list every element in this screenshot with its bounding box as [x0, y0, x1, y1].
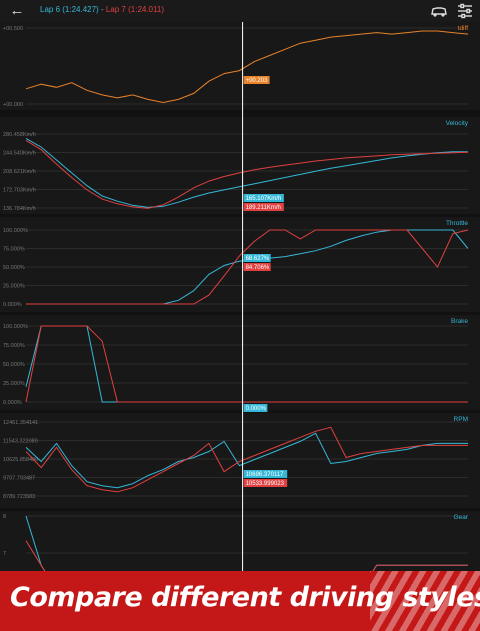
rpm-chart-title: RPM [454, 416, 468, 423]
throttle-series-line-2 [26, 229, 469, 305]
brake-cursor-readout-1: 0.000% [246, 406, 267, 412]
gear-chart-title: Gear [454, 514, 469, 521]
velocity-tick-label: 244.540Km/h [3, 151, 36, 157]
throttle-cursor-readout-bg-2 [243, 263, 271, 271]
gear-series-line-2 [25, 540, 468, 571]
banner-text: Compare different driving styles [10, 582, 480, 613]
tdiff-cursor-readout-bg [243, 76, 270, 84]
throttle-tick-label: 0.000% [3, 302, 22, 308]
rpm-cursor-readout-bg-2 [243, 479, 288, 487]
velocity-tick-label: 280.458Km/h [3, 132, 36, 138]
brake-series-line-2 [25, 325, 468, 403]
lap-a-label: Lap 6 (1:24.427) [40, 5, 99, 14]
throttle-tick-label: 25.000% [3, 284, 25, 290]
telemetry-charts[interactable]: +00.500 +00.000 tdiff +00.203 280.458Km/h 244… [0, 22, 480, 571]
lap-b-label: Lap 7 (1:24.011) [105, 5, 164, 14]
velocity-panel-bg [0, 117, 480, 214]
throttle-cursor-readout-2: 84.706% [246, 265, 270, 271]
rpm-tick-label: 9707.793487 [3, 476, 35, 482]
lap-title: Lap 6 (1:24.427) - Lap 7 (1:24.011) [40, 5, 164, 14]
velocity-chart-title: Velocity [446, 120, 469, 127]
rpm-series-line-2 [25, 426, 468, 493]
brake-cursor-readout-bg-1 [243, 404, 268, 412]
rpm-panel-bg [0, 413, 480, 508]
velocity-tick-label: 172.703Km/h [3, 188, 36, 194]
velocity-cursor-readout-bg-1 [243, 194, 284, 202]
rpm-tick-label: 12461.354141 [3, 420, 38, 426]
tire-tread-decoration [370, 571, 480, 631]
tdiff-cursor-readout: +00.203 [246, 78, 269, 84]
rpm-series-line-1 [25, 432, 468, 489]
velocity-tick-label: 208.621Km/h [3, 169, 36, 175]
lap-separator: - [100, 5, 104, 14]
velocity-series-line-1 [25, 137, 468, 208]
rpm-cursor-readout-1: 10696.370117 [246, 472, 285, 478]
throttle-tick-label: 75.000% [3, 247, 25, 253]
velocity-series-line-2 [25, 139, 469, 209]
tdiff-chart-title: tdiff [458, 25, 469, 32]
velocity-cursor-readout-bg-2 [243, 203, 284, 211]
gear-tick-label: 8 [3, 514, 6, 520]
throttle-panel-bg [0, 217, 480, 312]
brake-tick-label: 50.000% [3, 362, 25, 368]
throttle-tick-label: 50.000% [3, 265, 25, 271]
throttle-chart-title: Throttle [446, 220, 468, 227]
rpm-cursor-readout-bg-1 [243, 470, 288, 478]
gear-panel-bg [0, 511, 480, 571]
sliders-icon[interactable] [456, 2, 474, 20]
tdiff-panel-bg [0, 22, 480, 110]
brake-panel-bg [0, 315, 480, 410]
throttle-cursor-readout-1: 68.627% [246, 256, 270, 262]
throttle-cursor-readout-bg-1 [243, 254, 271, 262]
gear-tick-label: 7 [3, 551, 6, 557]
brake-tick-label: 75.000% [3, 343, 25, 349]
back-arrow-icon[interactable]: ← [9, 2, 25, 19]
promo-banner: Compare different driving styles [0, 571, 480, 631]
brake-tick-label: 100.000% [3, 324, 28, 330]
tdiff-tick-label: +00.000 [3, 102, 23, 108]
brake-tick-label: 25.000% [3, 381, 25, 387]
velocity-cursor-readout-2: 189.211Km/h [246, 205, 281, 211]
velocity-cursor-readout-1: 165.107Km/h [246, 196, 282, 202]
tdiff-tick-label: +00.500 [3, 26, 23, 32]
tdiff-series-line-1 [25, 30, 469, 104]
velocity-tick-label: 136.784Km/h [3, 206, 36, 212]
rpm-cursor-readout-2: 10533.999023 [246, 481, 285, 487]
top-bar: ← Lap 6 (1:24.427) - Lap 7 (1:24.011) [0, 0, 480, 22]
car-compare-icon[interactable] [430, 2, 448, 20]
rpm-tick-label: 11543.322080 [3, 439, 38, 445]
throttle-tick-label: 100.000% [3, 228, 28, 234]
rpm-tick-label: 10625.858486 [3, 457, 38, 463]
brake-tick-label: 0.000% [3, 400, 22, 406]
brake-chart-title: Brake [451, 318, 468, 325]
rpm-tick-label: 8789.723583 [3, 494, 35, 500]
